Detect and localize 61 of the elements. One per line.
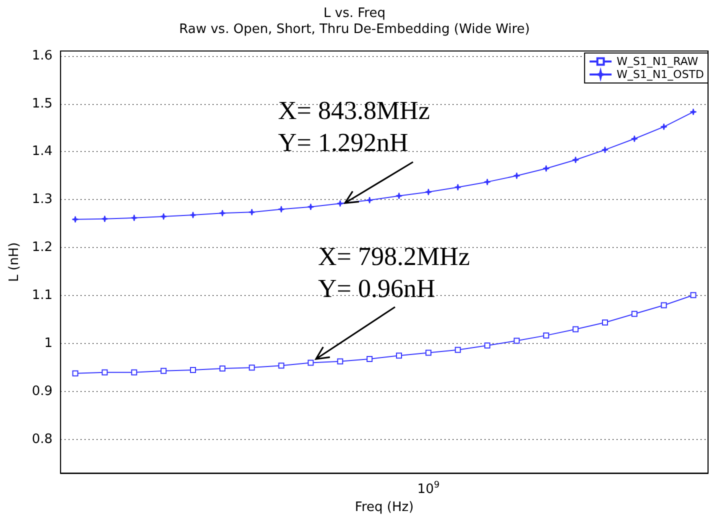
point [572, 326, 579, 332]
y-axis-title: L (nH) [7, 242, 22, 282]
point [396, 192, 402, 200]
y-tick-label: 0.9 [32, 384, 53, 400]
y-tick-label: 1 [44, 336, 53, 352]
point [631, 310, 638, 317]
legend-label: W_S1_N1_RAW [616, 55, 698, 68]
point [219, 366, 226, 372]
point [278, 206, 285, 213]
annotation: X= 798.2MHz Y= 0.96nH [318, 242, 470, 303]
point [660, 123, 668, 130]
point [248, 364, 255, 371]
point [190, 212, 196, 219]
point [248, 208, 256, 216]
point [572, 156, 580, 164]
y-tick-label: 1.3 [32, 192, 53, 208]
point [308, 360, 314, 366]
point [542, 165, 550, 172]
x-axis-title: Freq (Hz) [354, 500, 414, 515]
chart-subtitle: Raw vs. Open, Short, Thru De-Embedding (Wide Wire) [179, 22, 530, 37]
point [366, 356, 373, 362]
point [424, 188, 432, 196]
point [366, 196, 374, 204]
point [514, 338, 520, 344]
point [337, 358, 344, 364]
y-tick-label: 1.6 [32, 48, 53, 64]
point [102, 369, 108, 376]
chart-title: L vs. Freq [324, 6, 386, 21]
point [602, 146, 608, 154]
point [190, 366, 196, 373]
y-tick-label: 1.4 [32, 144, 53, 160]
point [72, 370, 78, 376]
point [484, 178, 491, 186]
point [160, 212, 168, 220]
y-tick-label: 1.2 [32, 240, 53, 256]
point [543, 332, 550, 338]
point [336, 200, 344, 208]
point [454, 346, 461, 353]
point [278, 362, 284, 369]
point [602, 319, 608, 326]
point [396, 352, 402, 359]
point [690, 292, 696, 298]
point [160, 368, 167, 374]
annotation: X= 843.8MHz Y= 1.292nH [278, 96, 430, 157]
point [690, 108, 697, 116]
point [425, 350, 432, 356]
point [484, 342, 490, 349]
point [130, 214, 138, 222]
point [72, 216, 79, 223]
point [660, 302, 667, 308]
point [513, 172, 520, 180]
y-tick-label: 1.1 [32, 288, 53, 304]
point [101, 215, 108, 222]
point [218, 210, 226, 217]
point [307, 203, 314, 210]
legend-label: W_S1_N1_OSTD [616, 68, 704, 81]
point [454, 184, 462, 191]
point [131, 369, 138, 376]
point [630, 135, 638, 142]
y-tick-label: 0.8 [32, 432, 53, 448]
y-tick-label: 1.5 [32, 96, 53, 112]
